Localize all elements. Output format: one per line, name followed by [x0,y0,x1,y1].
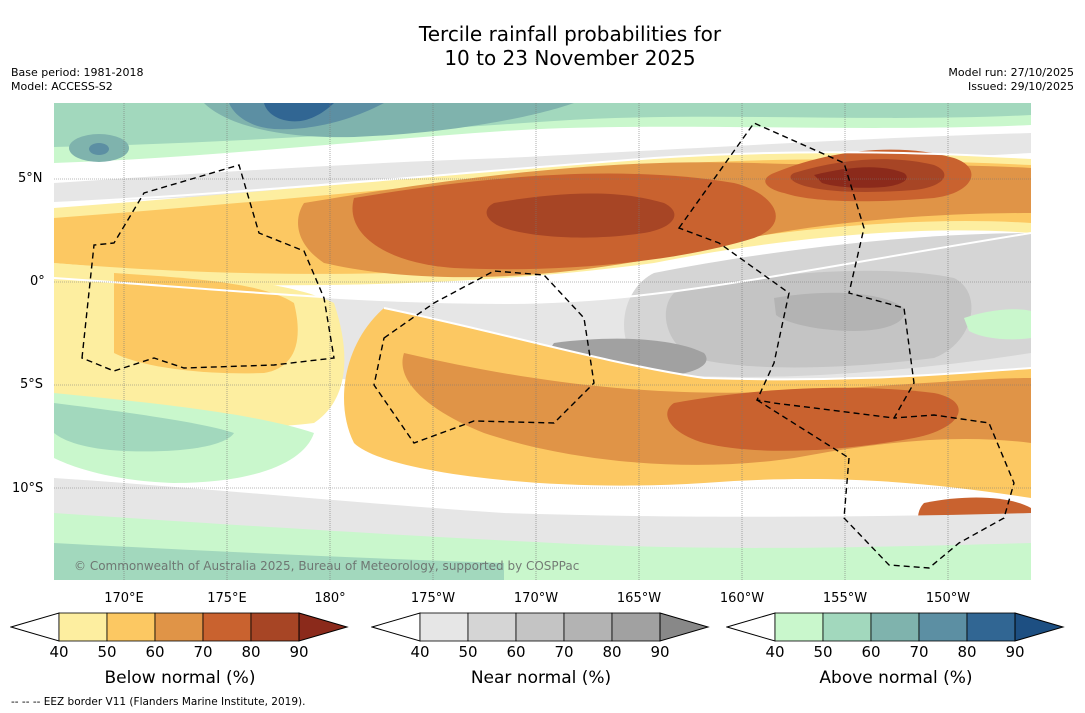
cb1-tick-90: 90 [289,643,309,661]
cb2-tick-90: 90 [650,643,670,661]
lon-label-160w: 160°W [719,591,765,606]
colorbar-above-svg [725,612,1065,642]
colorbar-swatch [250,612,300,642]
colorbar-above-swatches [774,612,1016,642]
above-normal-title: Above normal (%) [819,668,973,688]
lon-label-175e: 175°E [207,591,247,606]
colorbar-below-normal [9,612,350,642]
probability-map [54,103,1031,580]
cb1-tick-80: 80 [241,643,261,661]
cb3-tick-70: 70 [909,643,929,661]
colorbar-near-high-arrow [659,612,710,642]
map-canvas [54,103,1031,580]
map-title: Tercile rainfall probabilities for 10 to… [0,22,1085,70]
cb2-tick-40: 40 [410,643,430,661]
colorbar-swatch [202,612,252,642]
colorbar-swatch [611,612,661,642]
eez-footnote: -- -- -- EEZ border V11 (Flanders Marine… [11,696,306,708]
meta-left: Base period: 1981-2018 Model: ACCESS-S2 [11,66,143,94]
colorbar-swatch [467,612,517,642]
lon-label-180: 180° [314,591,346,606]
colorbar-swatch [106,612,156,642]
lon-label-165w: 165°W [616,591,662,606]
cb1-tick-60: 60 [145,643,165,661]
meta-right: Model run: 27/10/2025 Issued: 29/10/2025 [948,66,1074,94]
lon-label-175w: 175°W [410,591,456,606]
lon-label-150w: 150°W [925,591,971,606]
colorbar-swatch [774,612,824,642]
cb3-tick-40: 40 [765,643,785,661]
colorbar-above-high-arrow [1014,612,1065,642]
cb3-tick-90: 90 [1005,643,1025,661]
colorbar-near-swatches [419,612,661,642]
cb2-tick-60: 60 [506,643,526,661]
title-line-2: 10 to 23 November 2025 [444,46,696,70]
lat-label-5n: 5°N [18,171,43,186]
cb2-tick-70: 70 [554,643,574,661]
colorbar-below-high-arrow [298,612,349,642]
colorbar-swatch [154,612,204,642]
cb2-tick-80: 80 [602,643,622,661]
model-name: Model: ACCESS-S2 [11,80,113,93]
eez-borders [81,122,1015,569]
cb3-tick-60: 60 [861,643,881,661]
colorbar-below-svg [9,612,349,642]
colorbar-below-low-arrow [9,612,60,642]
cb3-tick-80: 80 [957,643,977,661]
colorbar-near-svg [370,612,710,642]
lat-label-10s: 10°S [12,481,44,496]
lon-label-155w: 155°W [822,591,868,606]
colorbar-above-low-arrow [725,612,776,642]
cb1-tick-40: 40 [49,643,69,661]
colorbar-above-normal [725,612,1066,642]
cb3-tick-50: 50 [813,643,833,661]
colorbar-swatch [966,612,1016,642]
colorbar-below-swatches [58,612,300,642]
colorbar-swatch [419,612,469,642]
copyright-notice: © Commonwealth of Australia 2025, Bureau… [74,559,580,573]
colorbar-swatch [563,612,613,642]
lon-label-170w: 170°W [513,591,559,606]
model-run: Model run: 27/10/2025 [948,66,1074,79]
colorbar-near-normal [370,612,711,642]
near-normal-title: Near normal (%) [470,668,612,688]
cb2-tick-50: 50 [458,643,478,661]
colorbar-swatch [822,612,872,642]
colorbar-swatch [870,612,920,642]
title-line-1: Tercile rainfall probabilities for [418,22,722,46]
colorbar-near-low-arrow [370,612,421,642]
colorbar-swatch [918,612,968,642]
below-normal-title: Below normal (%) [104,668,256,688]
cb1-tick-70: 70 [193,643,213,661]
issued-date: Issued: 29/10/2025 [967,80,1074,93]
colorbar-swatch [58,612,108,642]
cb1-tick-50: 50 [97,643,117,661]
lat-label-5s: 5°S [20,377,44,392]
colorbar-swatch [515,612,565,642]
lat-label-0: 0° [30,274,45,289]
lon-label-170e: 170°E [104,591,144,606]
base-period: Base period: 1981-2018 [11,66,144,79]
